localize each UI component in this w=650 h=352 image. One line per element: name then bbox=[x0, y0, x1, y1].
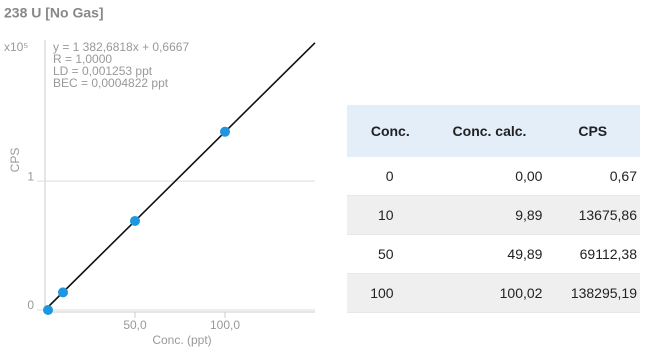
y-multiplier: x10⁵ bbox=[4, 40, 28, 54]
x-tick-label: 100,0 bbox=[210, 318, 240, 332]
table-cell: 100 bbox=[347, 273, 434, 313]
fit-line bbox=[44, 42, 316, 311]
annotation: BEC = 0,0004822 ppt bbox=[53, 76, 169, 90]
column-header: CPS bbox=[545, 105, 640, 157]
table-row: 100 100,02 138295,19 bbox=[347, 273, 640, 313]
column-header: Conc. bbox=[347, 105, 434, 157]
table-cell: 49,89 bbox=[433, 234, 546, 274]
y-axis-label: CPS bbox=[8, 148, 22, 173]
chart: 238 U [No Gas] x10⁵ CPS Conc. (ppt) 0 1 50… bbox=[4, 5, 316, 347]
table-cell: 138295,19 bbox=[545, 273, 640, 313]
table-cell: 0,67 bbox=[545, 157, 640, 196]
table-cell: 10 bbox=[347, 195, 434, 235]
data-point bbox=[220, 126, 230, 137]
annotation: LD = 0,001253 ppt bbox=[53, 64, 153, 78]
table-cell: 50 bbox=[347, 234, 434, 274]
table-cell: 9,89 bbox=[433, 195, 546, 235]
y-tick-label: 0 bbox=[27, 298, 34, 312]
data-point bbox=[43, 304, 53, 315]
table-row: 10 9,89 13675,86 bbox=[347, 195, 640, 235]
table-cell: 13675,86 bbox=[545, 195, 640, 235]
table-cell: 69112,38 bbox=[545, 234, 640, 274]
results-table: Conc. Conc. calc. CPS 0 0,00 0,67 10 9,89 13675,… bbox=[347, 105, 640, 313]
data-point bbox=[58, 287, 68, 298]
table-cell: 0,00 bbox=[433, 157, 546, 196]
table-cell: 0 bbox=[347, 157, 434, 196]
annotation: y = 1 382,6818x + 0,6667 bbox=[53, 40, 189, 54]
data-point bbox=[130, 215, 140, 226]
annotation: R = 1,0000 bbox=[53, 52, 112, 66]
table-row: 50 49,89 69112,38 bbox=[347, 234, 640, 274]
y-tick-label: 1 bbox=[27, 169, 34, 183]
x-axis-label: Conc. (ppt) bbox=[152, 333, 211, 347]
table-cell: 100,02 bbox=[433, 273, 546, 313]
column-header: Conc. calc. bbox=[433, 105, 546, 157]
chart-title: 238 U [No Gas] bbox=[4, 5, 104, 21]
x-tick-label: 50,0 bbox=[123, 318, 147, 332]
table-row: 0 0,00 0,67 bbox=[347, 157, 640, 196]
